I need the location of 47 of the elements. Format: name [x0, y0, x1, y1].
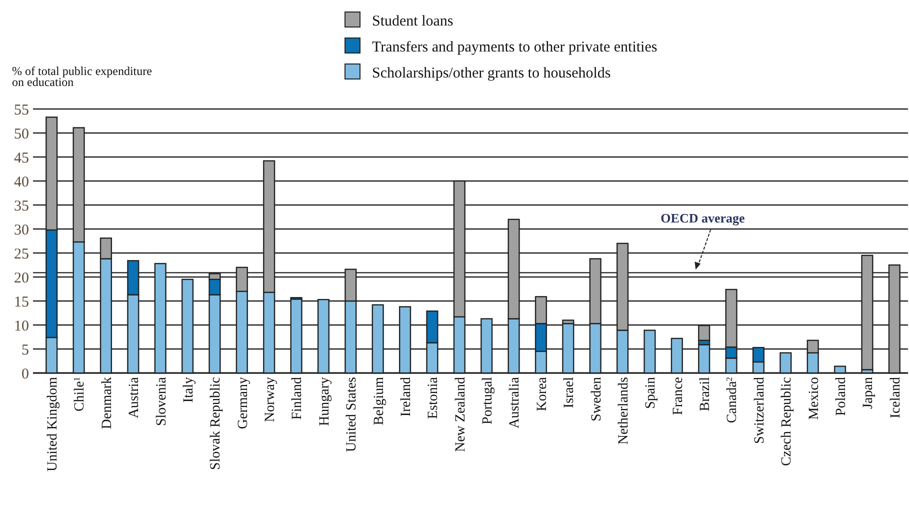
legend-label: Scholarships/other grants to households [372, 65, 611, 82]
y-tick-label: 10 [14, 318, 29, 334]
x-tick-label: Finland [290, 377, 306, 420]
x-tick-label: Australia [508, 376, 523, 428]
x-tick-label: Denmark [100, 377, 115, 430]
x-tick-label: Switzerland [752, 377, 768, 444]
y-tick-label: 5 [22, 342, 29, 358]
x-tick-label: Hungary [317, 377, 332, 426]
y-tick-label: 0 [22, 366, 29, 382]
y-axis-title: % of total public expenditure on education [12, 64, 152, 89]
x-tick-label: Portugal [480, 376, 496, 424]
x-tick-label: New Zealand [453, 377, 468, 452]
x-tick-label: Slovenia [154, 376, 170, 426]
x-tick-label: Germany [236, 377, 251, 430]
x-tick-label: Czech Republic [780, 377, 795, 466]
x-tick-label: France [670, 377, 686, 416]
y-tick-label: 50 [14, 126, 29, 142]
x-tick-label: Mexico [806, 377, 822, 420]
legend-label: Transfers and payments to other private entities [372, 39, 658, 56]
x-tick-label: Slovak Republic [208, 377, 224, 470]
y-tick-label: 55 [14, 102, 29, 118]
x-tick-label: Estonia [426, 376, 442, 419]
ref-line-label: OECD average [660, 210, 746, 226]
x-tick-label: Norway [262, 377, 278, 422]
x-tick-label: Sweden [589, 377, 604, 422]
y-tick-label: 25 [14, 246, 29, 262]
x-tick-label: Japan [861, 377, 876, 409]
x-tick-label: Poland [834, 377, 849, 416]
x-tick-label: Belgium [372, 376, 387, 426]
x-tick-label: United Kingdom [45, 376, 60, 472]
x-tick-label: Israel [562, 376, 578, 408]
y-tick-label: 35 [14, 198, 29, 214]
y-tick-label: 45 [14, 150, 29, 166]
y-tick-label: 40 [14, 174, 29, 190]
y-tick-label: 20 [14, 270, 29, 286]
x-tick-label: Brazil [698, 376, 713, 412]
x-tick-label: Ireland [398, 377, 414, 417]
x-tick-label: Austria [127, 376, 142, 418]
x-tick-label: Netherlands [616, 377, 632, 445]
y-tick-label: 15 [14, 294, 29, 310]
x-tick-label: Iceland [888, 377, 904, 418]
x-tick-label: Korea [534, 376, 550, 412]
x-tick-label: Italy [181, 377, 196, 403]
x-tick-label: United States [344, 377, 360, 452]
legend-label: Student loans [372, 13, 454, 30]
y-tick-label: 30 [14, 222, 29, 238]
x-tick-label: Spain [644, 377, 659, 409]
